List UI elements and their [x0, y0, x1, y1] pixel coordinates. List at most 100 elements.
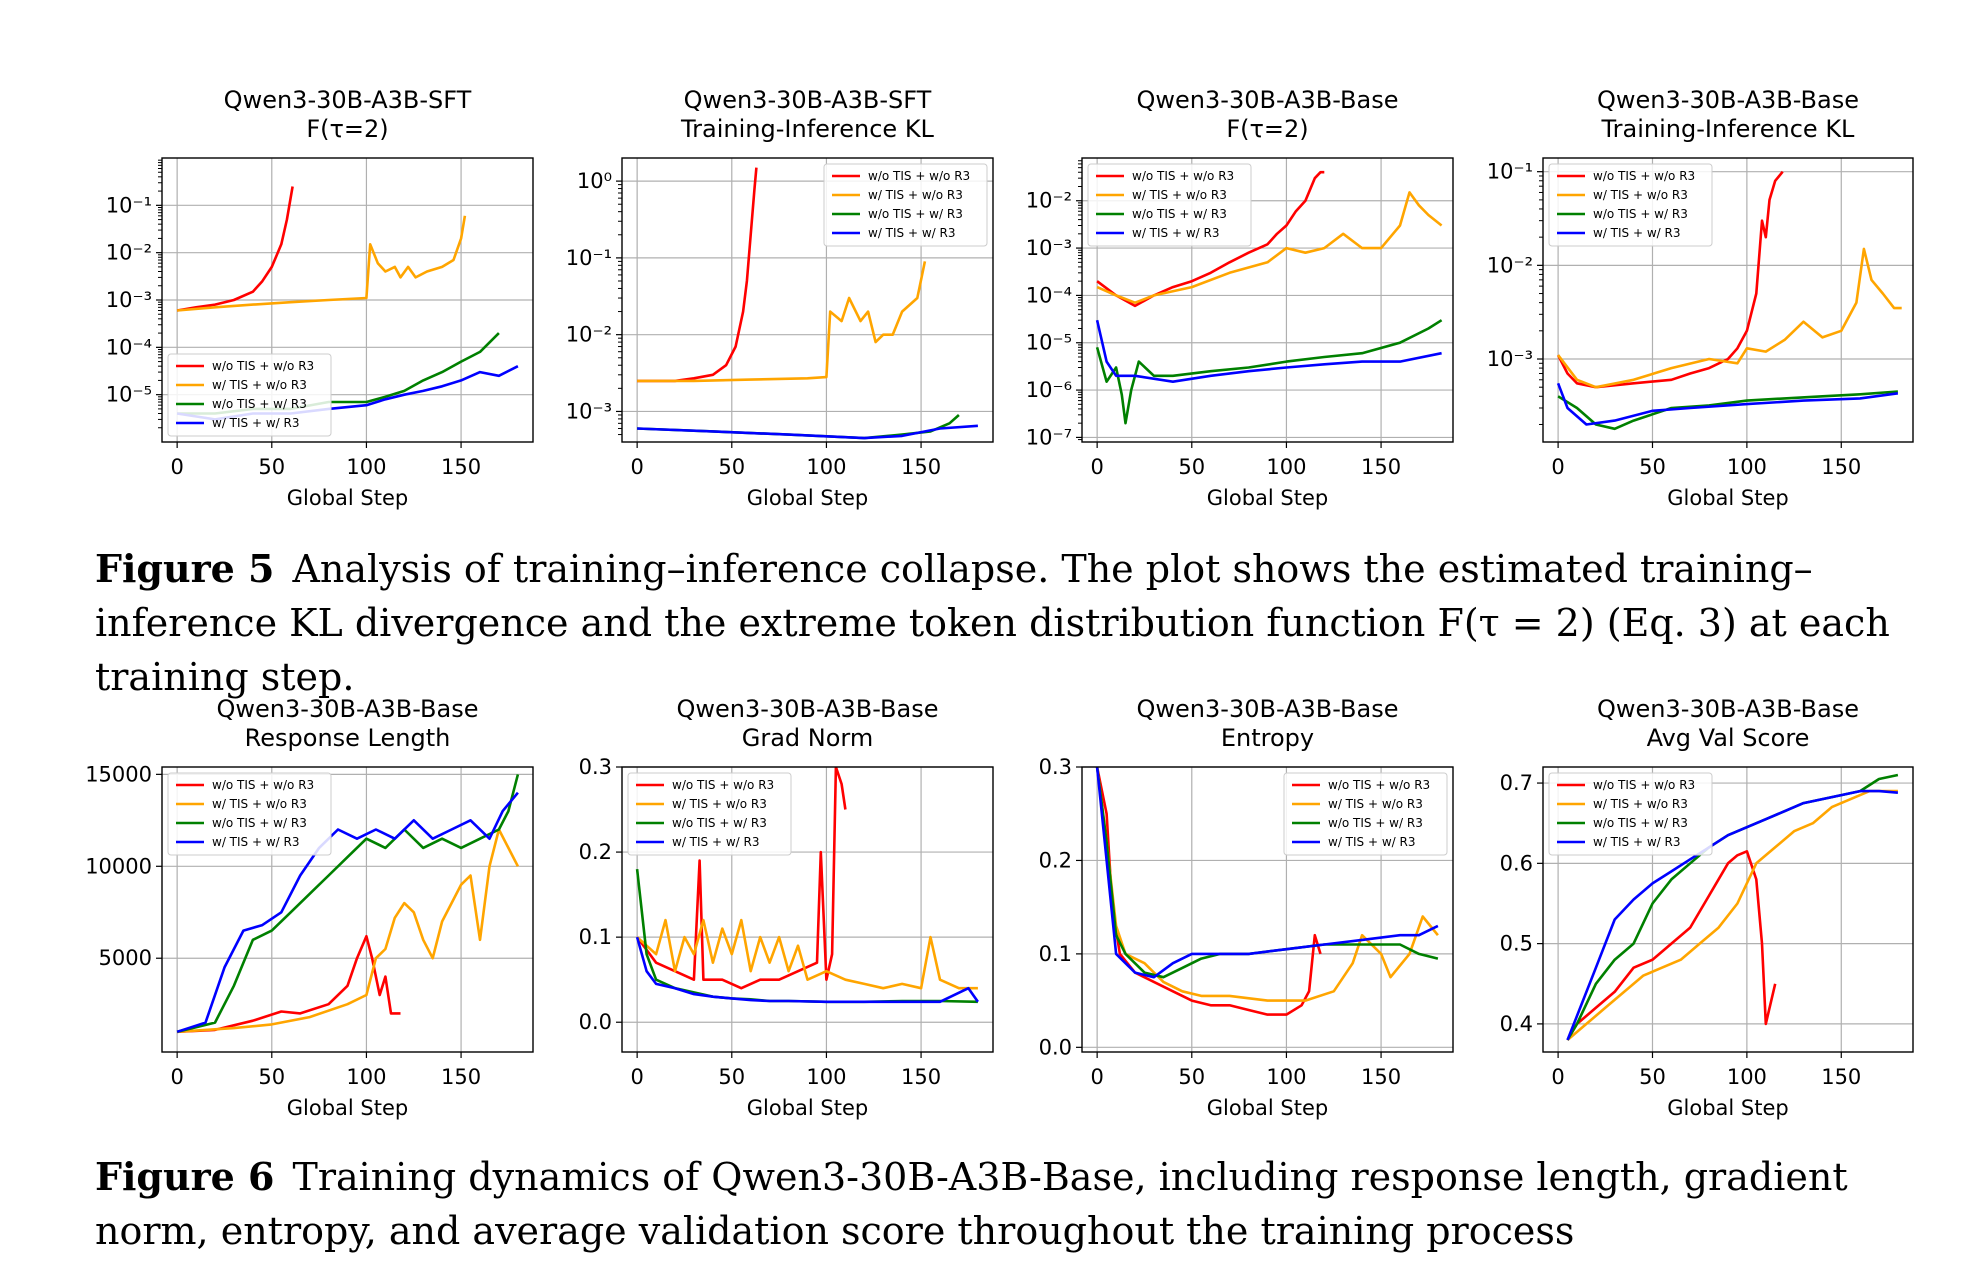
- figure-5-label: Figure 5: [95, 546, 275, 591]
- legend-label: w/ TIS + w/ R3: [1593, 835, 1681, 849]
- x-tick-label: 150: [1361, 1065, 1401, 1089]
- legend-label: w/o TIS + w/o R3: [1132, 169, 1234, 183]
- figure-5-caption: Figure 5 Analysis of training–inference c…: [95, 542, 1925, 704]
- series-line: [1095, 767, 1439, 979]
- figure-6-caption: Figure 6 Training dynamics of Qwen3-30B-A…: [95, 1150, 1925, 1258]
- series-line: [637, 424, 978, 440]
- chart-title-line: Qwen3-30B-A3B-SFT: [684, 86, 932, 114]
- series-line: [635, 868, 978, 1004]
- figure-6-label: Figure 6: [95, 1154, 275, 1199]
- y-tick-label: 10⁻³: [106, 288, 152, 312]
- chart-title-line: Training-Inference KL: [680, 115, 935, 143]
- series-line: [176, 186, 294, 312]
- series-line: [636, 767, 847, 990]
- legend-label: w/o TIS + w/ R3: [1593, 816, 1688, 830]
- legend-box: [1087, 163, 1252, 247]
- figure-5-text: Analysis of training–inference collapse.…: [95, 547, 1890, 699]
- series-group: [1556, 170, 1902, 431]
- series-line: [1566, 789, 1898, 1041]
- axes-frame: [621, 766, 994, 1053]
- legend: w/o TIS + w/o R3 w/ TIS + w/o R3 w/o TIS +…: [823, 163, 988, 247]
- legend-label: w/ TIS + w/ R3: [868, 226, 956, 240]
- y-tick-label: 10⁻⁷: [1026, 425, 1072, 449]
- legend-label: w/ TIS + w/o R3: [1593, 188, 1688, 202]
- chart-title-line: F(τ=2): [306, 115, 388, 143]
- chart-title-line: Qwen3-30B-A3B-SFT: [224, 86, 472, 114]
- x-tick-label: 50: [258, 1065, 285, 1089]
- series-line: [637, 261, 927, 383]
- y-tick-label: 10⁻²: [566, 323, 612, 347]
- legend-label: w/ TIS + w/ R3: [1328, 835, 1416, 849]
- legend-label: w/o TIS + w/o R3: [1593, 778, 1695, 792]
- x-tick-label: 150: [1821, 1065, 1861, 1089]
- y-tick-label: 10⁻³: [566, 399, 612, 423]
- chart-title-line: Qwen3-30B-A3B-Base: [1137, 86, 1399, 114]
- legend: w/o TIS + w/o R3 w/ TIS + w/o R3 w/o TIS +…: [1283, 772, 1448, 856]
- y-tick-label: 10⁻¹: [1487, 160, 1533, 184]
- axes-frame: [1081, 766, 1454, 1053]
- x-tick-label: 0: [1090, 1065, 1103, 1089]
- legend-label: w/o TIS + w/ R3: [1328, 816, 1423, 830]
- legend-label: w/ TIS + w/o R3: [1132, 188, 1227, 202]
- x-tick-label: 0: [630, 455, 643, 479]
- legend-label: w/ TIS + w/o R3: [1328, 797, 1423, 811]
- x-tick-label: 100: [1727, 1065, 1767, 1089]
- x-tick-label: 100: [806, 455, 846, 479]
- x-tick-label: 100: [806, 1065, 846, 1089]
- legend-label: w/o TIS + w/ R3: [1132, 207, 1227, 221]
- chart-title-line: Qwen3-30B-A3B-Base: [1597, 86, 1859, 114]
- axes-frame: [1542, 157, 1914, 443]
- series-line: [176, 791, 519, 1034]
- chart-title-line: Qwen3-30B-A3B-Base: [677, 695, 939, 723]
- axes-frame: [1542, 766, 1914, 1053]
- y-tick-label: 0.0: [579, 1010, 612, 1034]
- x-axis-label: Global Step: [287, 486, 408, 510]
- series-line: [177, 828, 520, 1034]
- x-tick-label: 150: [441, 455, 481, 479]
- x-axis-label: Global Step: [1207, 486, 1328, 510]
- y-tick-label: 10⁻⁶: [1026, 378, 1072, 402]
- x-axis-label: Global Step: [1667, 486, 1788, 510]
- legend-label: w/o TIS + w/ R3: [212, 816, 307, 830]
- figure-6-text: Training dynamics of Qwen3-30B-A3B-Base,…: [95, 1155, 1848, 1253]
- x-tick-label: 0: [1551, 455, 1564, 479]
- series-line: [1095, 319, 1442, 383]
- series-group: [1095, 767, 1439, 1016]
- y-tick-label: 0.1: [1039, 942, 1072, 966]
- y-tick-label: 10⁻²: [106, 241, 152, 265]
- x-tick-label: 0: [170, 1065, 183, 1089]
- y-tick-label: 10⁻³: [1026, 236, 1072, 260]
- legend-label: w/o TIS + w/o R3: [212, 778, 314, 792]
- legend-label: w/o TIS + w/o R3: [1328, 778, 1430, 792]
- x-axis-label: Global Step: [747, 1096, 868, 1120]
- axes-frame: [1081, 157, 1454, 443]
- axes-frame: [161, 766, 534, 1053]
- y-tick-label: 0.2: [1039, 848, 1072, 872]
- legend: w/o TIS + w/o R3 w/ TIS + w/o R3 w/o TIS +…: [627, 772, 792, 856]
- legend-label: w/o TIS + w/ R3: [672, 816, 767, 830]
- y-tick-label: 5000: [99, 946, 152, 970]
- series-line: [1556, 382, 1899, 426]
- x-tick-label: 100: [346, 455, 386, 479]
- legend-label: w/ TIS + w/o R3: [672, 797, 767, 811]
- series-line: [1096, 191, 1443, 304]
- x-tick-label: 0: [1090, 455, 1103, 479]
- chart-title-line: F(τ=2): [1226, 115, 1308, 143]
- x-tick-label: 50: [258, 455, 285, 479]
- x-tick-label: 150: [441, 1065, 481, 1089]
- series-line: [1566, 789, 1899, 1041]
- series-line: [1557, 390, 1898, 431]
- legend-label: w/o TIS + w/ R3: [1593, 207, 1688, 221]
- x-tick-label: 150: [901, 455, 941, 479]
- legend-label: w/o TIS + w/o R3: [212, 359, 314, 373]
- x-tick-label: 150: [901, 1065, 941, 1089]
- chart-title-line: Qwen3-30B-A3B-Base: [217, 695, 479, 723]
- chart-title-line: Grad Norm: [742, 724, 874, 752]
- x-tick-label: 100: [1266, 1065, 1306, 1089]
- x-tick-label: 50: [1639, 455, 1666, 479]
